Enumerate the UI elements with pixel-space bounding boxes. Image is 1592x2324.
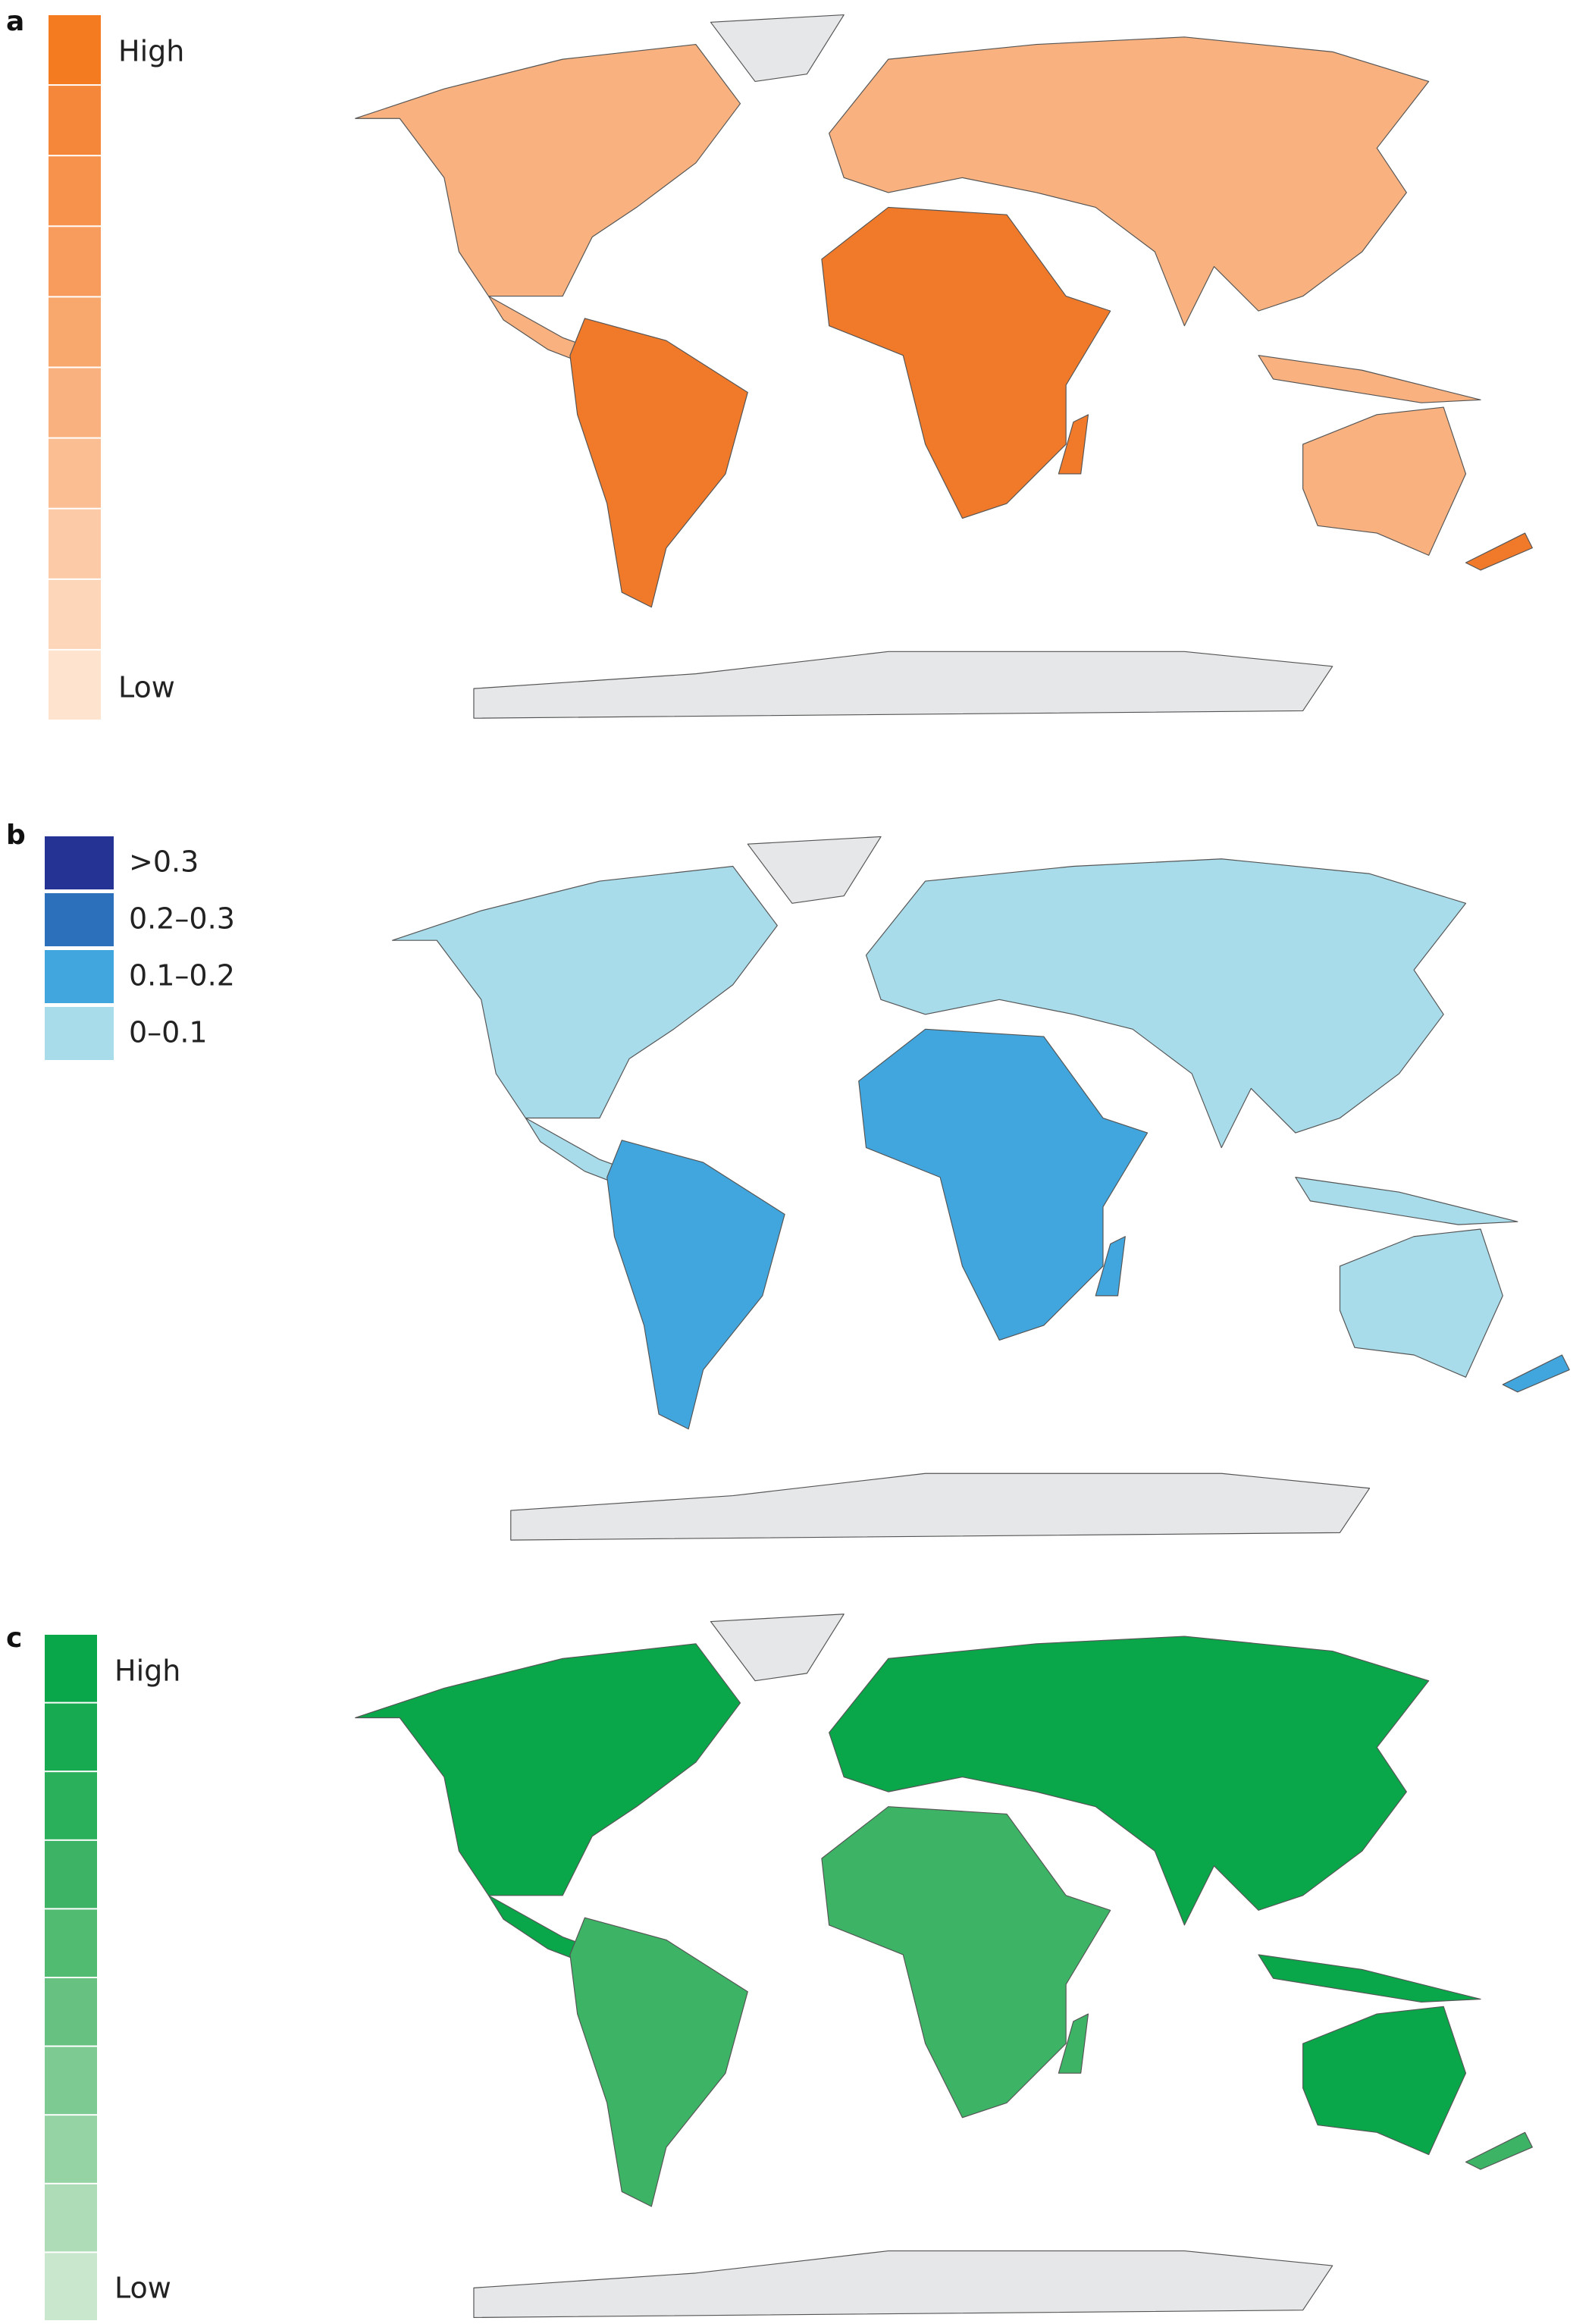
- world-map: [355, 1614, 1533, 2319]
- legend-swatch: [45, 1978, 97, 2046]
- panel: b >0.3 0.2–0.3 0.1–0.2 0–0.1: [6, 820, 1570, 1541]
- land: [1295, 1177, 1518, 1225]
- land: [606, 1140, 785, 1430]
- legend-swatch: [45, 950, 114, 1003]
- land: [355, 1643, 741, 1896]
- land: [829, 1636, 1430, 1926]
- panel: a High Low: [6, 6, 1533, 720]
- land: [821, 206, 1111, 519]
- legend-swatch: [49, 156, 101, 226]
- legend-swatch: [45, 2046, 97, 2115]
- legend-swatch: [49, 509, 101, 579]
- legend-swatch: [45, 893, 114, 946]
- land: [391, 865, 778, 1119]
- legend-swatch: [45, 1772, 97, 1839]
- legend-swatch: [49, 15, 101, 85]
- legend-swatch: [45, 2253, 97, 2320]
- land: [1258, 1954, 1481, 2003]
- legend-low: Low: [114, 2272, 171, 2305]
- legend-swatch: [49, 368, 101, 438]
- panel: c High Low: [6, 1614, 1533, 2320]
- land: [1058, 414, 1089, 475]
- land: [1465, 2131, 1533, 2170]
- legend-swatch: [45, 836, 114, 889]
- land: [1339, 1228, 1503, 1378]
- land: [821, 1806, 1111, 2119]
- land: [747, 836, 882, 904]
- panel-label: b: [6, 820, 26, 851]
- legend-swatch: [45, 1007, 114, 1060]
- legend-swatch: [45, 2115, 97, 2183]
- legend-swatch: [45, 1703, 97, 1771]
- land: [710, 1614, 845, 1682]
- land: [355, 44, 741, 297]
- panel-label: c: [6, 1623, 22, 1654]
- legend-swatch: [45, 1909, 97, 1977]
- land: [1302, 2006, 1467, 2156]
- land: [829, 36, 1430, 327]
- legend-label: 0.2–0.3: [129, 902, 235, 936]
- land: [1095, 1236, 1126, 1297]
- land: [473, 651, 1333, 719]
- land: [858, 1028, 1149, 1341]
- legend-swatch: [49, 227, 101, 296]
- legend-swatch: [45, 1840, 97, 1908]
- legend-swatch: [49, 438, 101, 508]
- legend-label: >0.3: [129, 845, 199, 879]
- land: [1058, 2013, 1089, 2074]
- legend-swatch: [45, 1635, 97, 1702]
- world-map: [391, 836, 1570, 1541]
- legend-swatch: [49, 297, 101, 367]
- panel-label: a: [6, 6, 24, 37]
- legend-high: High: [118, 35, 184, 68]
- legend-low: Low: [118, 671, 175, 704]
- land: [1302, 406, 1467, 556]
- legend-swatch: [49, 650, 101, 720]
- land: [1502, 1354, 1570, 1393]
- legend-label: 0.1–0.2: [129, 959, 235, 993]
- land: [710, 14, 845, 83]
- land: [510, 1472, 1371, 1541]
- world-map: [355, 14, 1533, 719]
- land: [569, 318, 748, 608]
- land: [865, 858, 1467, 1149]
- land: [1465, 532, 1533, 571]
- land: [473, 2250, 1333, 2319]
- land: [1258, 355, 1481, 403]
- legend-swatch: [49, 579, 101, 649]
- land: [569, 1917, 748, 2207]
- legend-swatch: [49, 86, 101, 155]
- legend-high: High: [114, 1654, 180, 1688]
- legend-swatch: [45, 2184, 97, 2252]
- legend-label: 0–0.1: [129, 1016, 208, 1049]
